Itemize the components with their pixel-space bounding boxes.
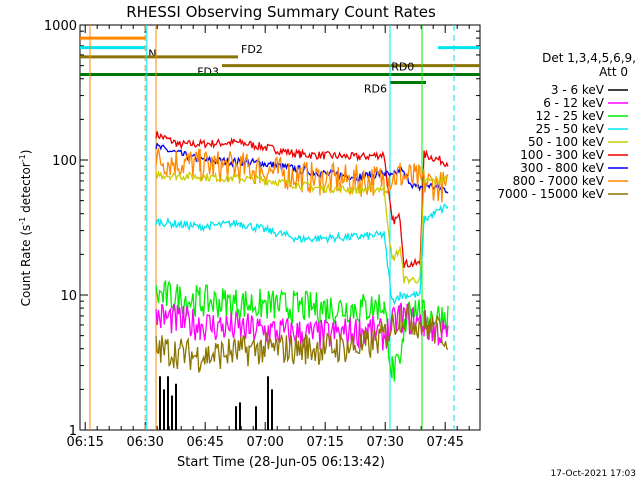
- legend-entry-label: 800 - 7000 keV: [513, 174, 605, 188]
- y-tick-labels: 1 10 100 1000: [44, 19, 77, 439]
- y-tick-label: 100: [52, 154, 77, 169]
- x-tick-label: 06:45: [186, 435, 223, 450]
- legend-subtitle: Att 0: [599, 65, 628, 79]
- x-tick-label: 07:00: [246, 435, 283, 450]
- y-tick-label: 1: [69, 424, 77, 439]
- x-tick-label: 06:30: [126, 435, 163, 450]
- legend-entry-label: 7000 - 15000 keV: [497, 187, 604, 201]
- y-tick-label: 1000: [44, 19, 77, 34]
- legend-entry-label: 6 - 12 keV: [543, 96, 605, 110]
- x-axis-label: Start Time (28-Jun-05 06:13:42): [177, 455, 385, 470]
- state-bars: N FD2 FD3 RD0 RD6: [80, 25, 480, 430]
- legend-entry-label: 50 - 100 keV: [528, 135, 605, 149]
- y-tick-label: 10: [60, 289, 77, 304]
- data-curves: [155, 131, 449, 430]
- y-label-sup: -1: [18, 217, 27, 225]
- x-tick-label: 07:45: [426, 435, 463, 450]
- series-curve: [155, 131, 449, 269]
- series-curve: [155, 279, 449, 382]
- y-label-main: Count Rate (s: [19, 225, 33, 307]
- y-label-rest: detector: [19, 162, 33, 217]
- y-axis-label: Count Rate (s-1 detector-1): [18, 150, 33, 307]
- state-bar-label: FD3: [197, 66, 219, 79]
- legend-title: Det 1,3,4,5,6,9,: [542, 51, 636, 65]
- x-tick-label: 06:15: [66, 435, 103, 450]
- x-tick-labels: 06:15 06:30 06:45 07:00 07:15 07:30 07:45: [66, 435, 463, 450]
- plot-area: [79, 24, 481, 431]
- legend-entry-label: 3 - 6 keV: [551, 83, 605, 97]
- state-bar-label: RD6: [364, 83, 387, 96]
- legend-entry-label: 100 - 300 keV: [520, 148, 604, 162]
- legend-entry-label: 300 - 800 keV: [520, 161, 604, 175]
- legend-entry-label: 12 - 25 keV: [536, 109, 605, 123]
- series-curve: [155, 147, 449, 203]
- footer-timestamp: 17-Oct-2021 17:03: [551, 469, 636, 479]
- state-bar-label: N: [148, 48, 156, 61]
- y-label-close: ): [19, 150, 33, 155]
- series-curve: [155, 303, 449, 373]
- legend-entry-label: 25 - 50 keV: [536, 122, 605, 136]
- chart-title: RHESSI Observing Summary Count Rates: [126, 3, 436, 21]
- series-curve: [155, 203, 449, 306]
- state-bar-label: RD0: [391, 60, 414, 73]
- plot-frame: [79, 24, 481, 431]
- series-curve: [155, 170, 449, 285]
- state-bar-label: FD2: [241, 43, 263, 56]
- axis-ticks: [80, 24, 480, 431]
- x-tick-label: 07:15: [306, 435, 343, 450]
- x-tick-label: 07:30: [366, 435, 403, 450]
- y-label-sup2: -1: [18, 154, 27, 162]
